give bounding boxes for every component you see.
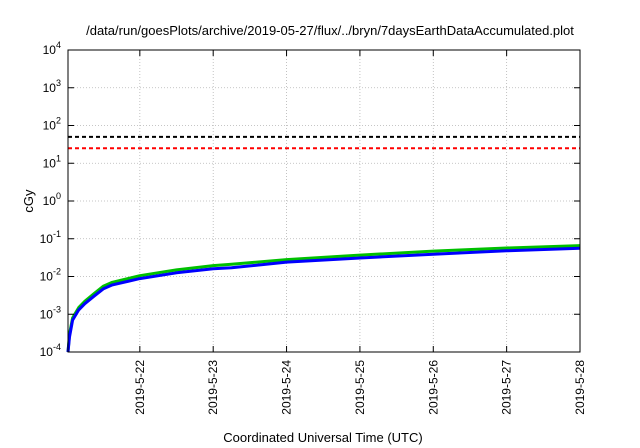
x-tick-label: 2019-5-22 (133, 360, 147, 415)
y-tick-label: 10-3 (40, 304, 61, 321)
x-axis-label: Coordinated Universal Time (UTC) (223, 430, 422, 445)
reference-lines (68, 135, 580, 150)
x-tick-label: 2019-5-24 (280, 360, 294, 415)
y-tick-label: 10-1 (40, 229, 61, 246)
axis-ticks: 10-4 10-3 10-2 10-1 100 101 102 103 104 2019-5-22… (40, 40, 587, 415)
data-series (66, 244, 581, 353)
y-axis-label: cGy (21, 189, 36, 213)
y-tick-label: 103 (43, 78, 61, 95)
y-tick-label: 100 (43, 191, 61, 208)
y-tick-label: 104 (43, 40, 61, 57)
y-tick-label: 10-2 (40, 267, 61, 284)
y-tick-label: 101 (43, 153, 61, 170)
x-tick-label: 2019-5-28 (573, 360, 587, 415)
series-line-green (66, 244, 581, 353)
x-tick-label: 2019-5-23 (206, 360, 220, 415)
chart-title: /data/run/goesPlots/archive/2019-05-27/f… (86, 23, 574, 38)
series-line-blue (66, 246, 581, 353)
grid-lines (68, 50, 580, 352)
y-tick-label: 10-4 (40, 342, 61, 359)
x-tick-label: 2019-5-27 (500, 360, 514, 415)
x-tick-label: 2019-5-26 (426, 360, 440, 415)
y-tick-label: 102 (43, 116, 61, 133)
x-tick-label: 2019-5-25 (353, 360, 367, 415)
